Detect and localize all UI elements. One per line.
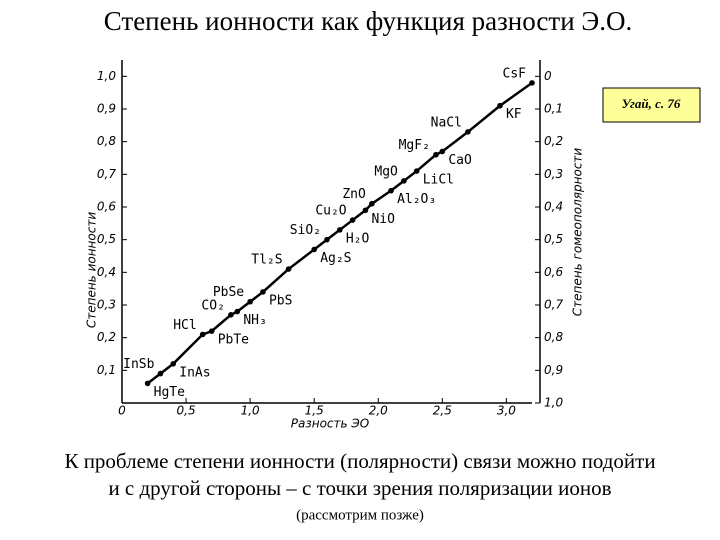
reference: Угай, с. 76: [622, 96, 681, 111]
data-point: [439, 148, 446, 155]
point-label: HgTe: [154, 385, 185, 400]
y2-tick-label: 0,7: [544, 298, 563, 312]
point-label: MgO: [374, 164, 398, 179]
data-line: [146, 81, 533, 385]
point-label: InAs: [179, 365, 210, 380]
y2-tick-label: 0,8: [544, 330, 563, 344]
y-tick-label: 0,3: [97, 298, 116, 312]
x-tick-label: 1,0: [241, 404, 260, 418]
data-point: [144, 380, 151, 387]
y-tick-label: 0,8: [97, 134, 116, 148]
point-label: PbS: [269, 293, 292, 308]
point-label: HCl: [173, 318, 196, 333]
point-label: ZnO: [342, 187, 366, 202]
point-label: CO₂: [201, 298, 224, 313]
point-label: KF: [506, 107, 522, 122]
y-tick-label: 0,4: [97, 265, 116, 279]
point-label: H₂O: [346, 231, 370, 246]
data-point: [349, 217, 356, 223]
y2-tick-label: 0,1: [544, 102, 563, 116]
y2-tick-label: 0,5: [544, 232, 563, 246]
data-point: [234, 308, 241, 315]
y2-tick-label: 0: [544, 69, 552, 83]
data-point: [401, 178, 407, 184]
point-label: Cu₂O: [315, 204, 346, 219]
y-tick-label: 0,2: [97, 330, 116, 344]
y-tick-label: 1,0: [97, 69, 116, 83]
point-label: LiCl: [423, 173, 454, 188]
point-label: NaCl: [431, 115, 462, 130]
point-label: NiO: [371, 212, 395, 227]
y-tick-label: 0,5: [97, 232, 116, 246]
data-point: [324, 236, 330, 243]
y2-tick-label: 1,0: [544, 396, 563, 410]
x-tick-label: 0,5: [177, 404, 196, 418]
data-point: [337, 227, 343, 233]
y-tick-label: 0,1: [97, 363, 116, 377]
point-label: Al₂O₃: [397, 192, 436, 207]
point-label: CaO: [448, 153, 472, 168]
caption: и с другой стороны – с точки зрения поля…: [108, 476, 611, 500]
x-tick-label: 0: [118, 404, 126, 418]
data-point: [388, 187, 394, 194]
x-tick-label: 2,0: [369, 404, 388, 418]
data-point: [285, 266, 292, 272]
caption: К проблеме степени ионности (полярности)…: [64, 449, 655, 473]
caption-note: (рассмотрим позже): [296, 507, 424, 523]
data-point: [369, 200, 375, 207]
y-tick-label: 0,9: [97, 102, 116, 116]
data-point: [247, 298, 253, 305]
y2-tick-label: 0,2: [544, 134, 563, 148]
x-tick-label: 1,5: [305, 404, 324, 418]
data-point: [433, 151, 439, 158]
point-label: PbSe: [213, 285, 244, 300]
slide-title: Степень ионности как функция разности Э.…: [104, 6, 632, 36]
y2-tick-label: 0,6: [544, 265, 563, 279]
data-point: [311, 246, 317, 253]
reference-box: [602, 87, 701, 123]
data-point: [170, 361, 177, 367]
data-point: [228, 312, 234, 318]
data-point: [199, 331, 206, 338]
y2-axis-label: Степень гомеополярности: [571, 148, 585, 317]
data-point: [413, 168, 420, 174]
x-tick-label: 3,0: [497, 404, 516, 418]
data-point: [362, 207, 369, 214]
x-axis-label: Разность ЭО: [291, 417, 369, 431]
point-label: MgF₂: [399, 138, 430, 153]
y-axis-label: Степень ионности: [85, 212, 99, 328]
data-point: [465, 129, 471, 135]
data-point: [208, 328, 215, 334]
point-label: NH₃: [243, 313, 266, 328]
point-label: CsF: [503, 66, 527, 81]
point-label: PbTe: [218, 333, 249, 348]
y2-tick-label: 0,4: [544, 200, 563, 214]
point-label: Tl₂S: [251, 253, 282, 268]
point-label: Ag₂S: [320, 251, 351, 266]
data-point: [260, 289, 266, 295]
point-label: InSb: [123, 357, 154, 372]
data-point: [157, 370, 164, 377]
data-point: [497, 102, 503, 109]
y2-tick-label: 0,3: [544, 167, 563, 181]
y-tick-label: 0,6: [97, 200, 116, 214]
x-tick-label: 2,5: [433, 404, 452, 418]
y-tick-label: 0,7: [97, 167, 116, 181]
point-label: SiO₂: [290, 223, 321, 238]
data-point: [529, 80, 535, 86]
y2-tick-label: 0,9: [544, 363, 563, 377]
